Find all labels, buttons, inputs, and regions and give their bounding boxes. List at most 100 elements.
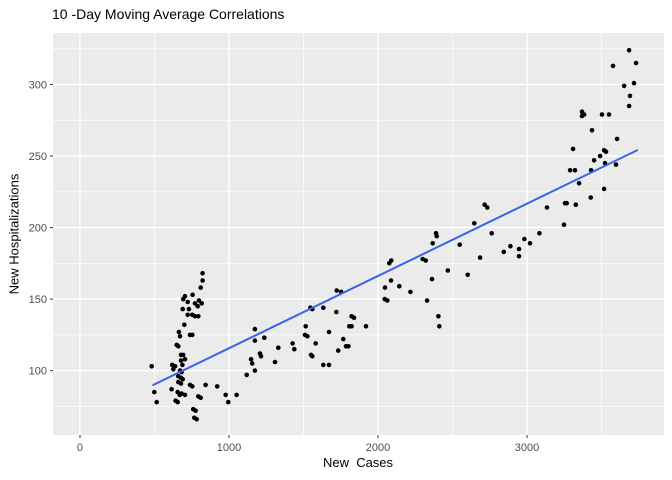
data-point bbox=[178, 358, 184, 363]
data-point bbox=[561, 222, 567, 227]
data-point bbox=[252, 338, 258, 343]
data-point bbox=[258, 354, 264, 359]
data-point bbox=[522, 236, 527, 242]
data-point bbox=[626, 47, 632, 53]
data-point bbox=[335, 348, 341, 353]
data-point bbox=[196, 314, 201, 319]
data-point bbox=[589, 128, 595, 133]
data-point bbox=[430, 241, 436, 246]
data-point bbox=[190, 332, 195, 338]
data-point bbox=[570, 146, 576, 152]
data-point bbox=[597, 153, 603, 159]
data-point bbox=[408, 289, 413, 295]
data-point bbox=[326, 362, 332, 368]
data-point bbox=[346, 344, 351, 349]
data-point bbox=[436, 314, 441, 319]
data-point bbox=[176, 329, 182, 335]
data-point bbox=[182, 322, 187, 328]
data-point bbox=[445, 268, 451, 273]
data-point bbox=[334, 309, 339, 315]
data-point bbox=[171, 366, 176, 372]
y-tick-label: 250 bbox=[29, 151, 47, 163]
data-point bbox=[631, 80, 637, 86]
data-point bbox=[606, 112, 612, 117]
data-point bbox=[633, 60, 639, 66]
data-point bbox=[180, 362, 185, 368]
data-point bbox=[313, 341, 319, 346]
data-point bbox=[626, 103, 632, 109]
data-point bbox=[614, 136, 620, 142]
data-point bbox=[341, 336, 346, 342]
data-point bbox=[305, 334, 310, 339]
data-point bbox=[610, 63, 616, 69]
data-point bbox=[621, 83, 627, 89]
data-point bbox=[177, 334, 183, 339]
data-point bbox=[603, 149, 609, 154]
data-point bbox=[564, 200, 569, 206]
data-point bbox=[154, 399, 159, 405]
data-point bbox=[387, 261, 392, 266]
data-point bbox=[326, 329, 332, 335]
data-point bbox=[567, 168, 573, 173]
y-tick-label: 200 bbox=[29, 223, 47, 235]
data-point bbox=[198, 285, 203, 290]
data-point bbox=[613, 162, 619, 167]
x-tick-label: 3000 bbox=[515, 442, 539, 454]
data-point bbox=[190, 384, 195, 389]
data-point bbox=[349, 324, 354, 329]
data-point bbox=[186, 306, 192, 312]
y-axis-title: New Hospitalizations bbox=[6, 173, 22, 295]
y-tick-label: 150 bbox=[29, 294, 47, 306]
data-point bbox=[303, 324, 309, 329]
data-point bbox=[601, 186, 607, 192]
trend-line bbox=[152, 149, 639, 386]
data-point bbox=[477, 255, 483, 260]
data-point bbox=[248, 356, 254, 362]
data-point bbox=[244, 372, 249, 378]
data-point bbox=[465, 272, 471, 278]
data-point bbox=[252, 368, 258, 373]
data-point bbox=[397, 283, 402, 289]
data-point bbox=[434, 233, 440, 239]
data-point bbox=[223, 392, 228, 398]
data-point bbox=[537, 231, 542, 236]
data-point bbox=[185, 312, 190, 318]
data-point bbox=[437, 324, 442, 329]
data-point bbox=[194, 417, 199, 422]
data-point bbox=[200, 278, 205, 283]
y-tick-label: 100 bbox=[29, 366, 47, 378]
data-point bbox=[321, 362, 326, 368]
data-point bbox=[196, 298, 202, 303]
data-point bbox=[180, 306, 185, 312]
plot-panel bbox=[53, 33, 664, 435]
x-axis-title: New Cases bbox=[322, 455, 394, 470]
y-tick-label: 300 bbox=[29, 80, 47, 92]
data-point bbox=[178, 381, 184, 386]
data-point bbox=[388, 278, 394, 283]
x-tick-label: 1000 bbox=[217, 442, 241, 454]
data-point bbox=[234, 392, 239, 398]
data-point bbox=[199, 301, 204, 306]
data-point bbox=[192, 314, 198, 319]
data-point bbox=[457, 242, 463, 247]
data-point bbox=[182, 392, 188, 398]
data-point bbox=[276, 345, 281, 351]
data-point bbox=[382, 285, 388, 290]
data-point bbox=[579, 113, 585, 119]
data-point bbox=[169, 386, 174, 392]
data-point bbox=[485, 205, 490, 210]
data-point bbox=[226, 399, 231, 405]
data-point bbox=[252, 326, 258, 332]
data-point bbox=[516, 253, 522, 259]
data-point bbox=[180, 376, 185, 382]
data-point bbox=[429, 276, 435, 282]
x-tick-label: 0 bbox=[77, 442, 83, 454]
data-point bbox=[351, 315, 357, 321]
x-tick-label: 2000 bbox=[366, 442, 390, 454]
data-point bbox=[195, 303, 200, 309]
data-point bbox=[272, 359, 278, 365]
data-point bbox=[200, 271, 205, 276]
data-point bbox=[363, 324, 369, 329]
